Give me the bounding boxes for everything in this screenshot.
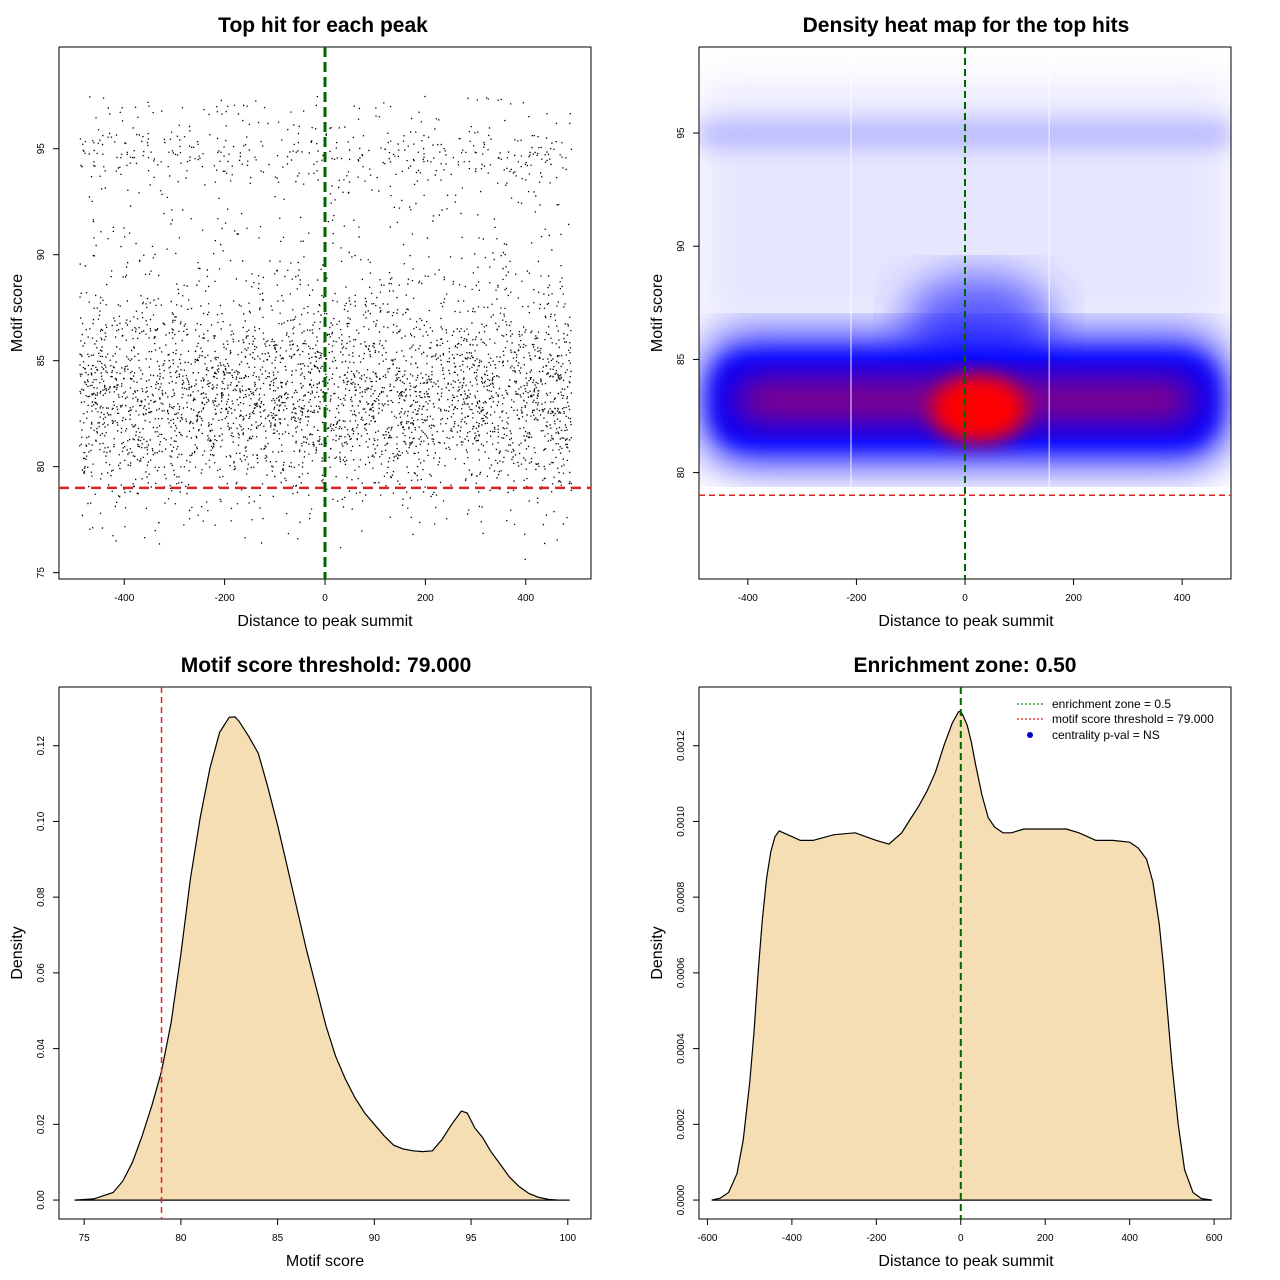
panel-distance-density: Enrichment zone: 0.50 -600 -400 -200 0 200 40…: [649, 654, 1232, 1270]
score-density-curve: [74, 716, 570, 1201]
x-tick-label: 200: [417, 593, 434, 604]
x-tick-label: 95: [465, 1233, 477, 1244]
x-tick-label: -400: [782, 1233, 802, 1244]
y-tick-label: 0.00: [36, 1190, 47, 1210]
x-tick-label: 0: [962, 593, 968, 604]
y-tick-label: 0.06: [36, 963, 47, 983]
panel-heatmap: Density heat map for the top hits -400 -2…: [649, 14, 1232, 630]
x-tick-label: 100: [559, 1233, 576, 1244]
x-tick-label: 0: [958, 1233, 964, 1244]
scatter-x-axis: -400 -200 0 200 400: [114, 579, 535, 604]
distance-density-legend: enrichment zone = 0.5 motif score thresh…: [1017, 697, 1214, 742]
heat-peak: [930, 375, 1027, 444]
y-tick-label: 0.10: [36, 811, 47, 831]
y-tick-label: 90: [36, 249, 47, 261]
distance-density-curve: [711, 711, 1213, 1201]
legend-enrichment-zone-label: enrichment zone = 0.5: [1052, 697, 1171, 711]
scatter-x-label: Distance to peak summit: [237, 613, 413, 630]
x-tick-label: 0: [322, 593, 328, 604]
score-density-plot-frame: [58, 686, 592, 1220]
heatmap-x-axis: -400 -200 0 200 400: [738, 579, 1191, 604]
heatmap-y-label: Motif score: [649, 274, 666, 352]
y-tick-label: 75: [36, 567, 47, 579]
distance-density-y-label: Density: [649, 926, 666, 979]
y-tick-label: 0.0006: [676, 957, 687, 988]
x-tick-label: -200: [215, 593, 235, 604]
x-tick-label: -400: [114, 593, 134, 604]
y-tick-label: 0.0002: [676, 1109, 687, 1140]
x-tick-label: 90: [369, 1233, 381, 1244]
y-tick-label: 95: [676, 127, 687, 139]
y-tick-label: 80: [676, 467, 687, 479]
distance-density-title: Enrichment zone: 0.50: [854, 654, 1077, 677]
distance-density-x-axis: -600 -400 -200 0 200 400 600: [697, 1219, 1223, 1244]
x-tick-label: 200: [1065, 593, 1082, 604]
y-tick-label: 0.0000: [676, 1184, 687, 1215]
x-tick-label: 400: [517, 593, 534, 604]
y-tick-label: 85: [36, 355, 47, 367]
x-tick-label: -600: [697, 1233, 717, 1244]
heatmap-x-label: Distance to peak summit: [878, 613, 1054, 630]
y-tick-label: 0.02: [36, 1114, 47, 1134]
distance-density-plot-frame: [698, 686, 1232, 1220]
heatmap-y-axis: 80 85 90 95: [676, 127, 699, 478]
x-tick-label: 400: [1121, 1233, 1138, 1244]
heatmap-title: Density heat map for the top hits: [803, 14, 1130, 37]
x-tick-label: 80: [175, 1233, 187, 1244]
score-density-title: Motif score threshold: 79.000: [181, 654, 472, 677]
distance-density-x-label: Distance to peak summit: [878, 1253, 1054, 1270]
heatmap-tile-seams: [850, 47, 1050, 579]
x-tick-label: -200: [846, 593, 866, 604]
x-tick-label: 600: [1206, 1233, 1223, 1244]
x-tick-label: 75: [79, 1233, 91, 1244]
y-tick-label: 90: [676, 240, 687, 252]
y-tick-label: 0.12: [36, 736, 47, 756]
distance-density-y-axis: 0.0000 0.0002 0.0004 0.0006 0.0008 0.0010 0.00…: [676, 730, 699, 1215]
legend-centrality-label: centrality p-val = NS: [1052, 728, 1160, 742]
scatter-y-axis: 75 80 85 90 95: [36, 143, 59, 578]
x-tick-label: 200: [1037, 1233, 1054, 1244]
y-tick-label: 80: [36, 461, 47, 473]
y-tick-label: 85: [676, 353, 687, 365]
y-tick-label: 0.0004: [676, 1033, 687, 1064]
panel-score-density: Motif score threshold: 79.000 75 80 85 90 95…: [9, 654, 592, 1270]
x-tick-label: 85: [272, 1233, 284, 1244]
scatter-title: Top hit for each peak: [218, 14, 428, 37]
legend-threshold-label: motif score threshold = 79.000: [1052, 712, 1214, 726]
score-density-y-axis: 0.00 0.02 0.04 0.06 0.08 0.10 0.12: [36, 736, 59, 1210]
heat-secondary-band: [699, 119, 1231, 149]
y-tick-label: 0.0008: [676, 881, 687, 912]
y-tick-label: 0.0012: [676, 730, 687, 761]
scatter-y-label: Motif score: [9, 274, 26, 352]
y-tick-label: 0.04: [36, 1038, 47, 1058]
legend-centrality-point: [1027, 732, 1033, 738]
y-tick-label: 0.08: [36, 887, 47, 907]
y-tick-label: 95: [36, 143, 47, 155]
score-density-y-label: Density: [9, 926, 26, 979]
panel-scatter: Top hit for each peak -400 -200 0 200 400 75…: [9, 14, 592, 630]
x-tick-label: -200: [866, 1233, 886, 1244]
y-tick-label: 0.0010: [676, 806, 687, 837]
score-density-x-axis: 75 80 85 90 95 100: [79, 1219, 577, 1244]
score-density-x-label: Motif score: [286, 1253, 364, 1270]
x-tick-label: 400: [1174, 593, 1191, 604]
x-tick-label: -400: [738, 593, 758, 604]
